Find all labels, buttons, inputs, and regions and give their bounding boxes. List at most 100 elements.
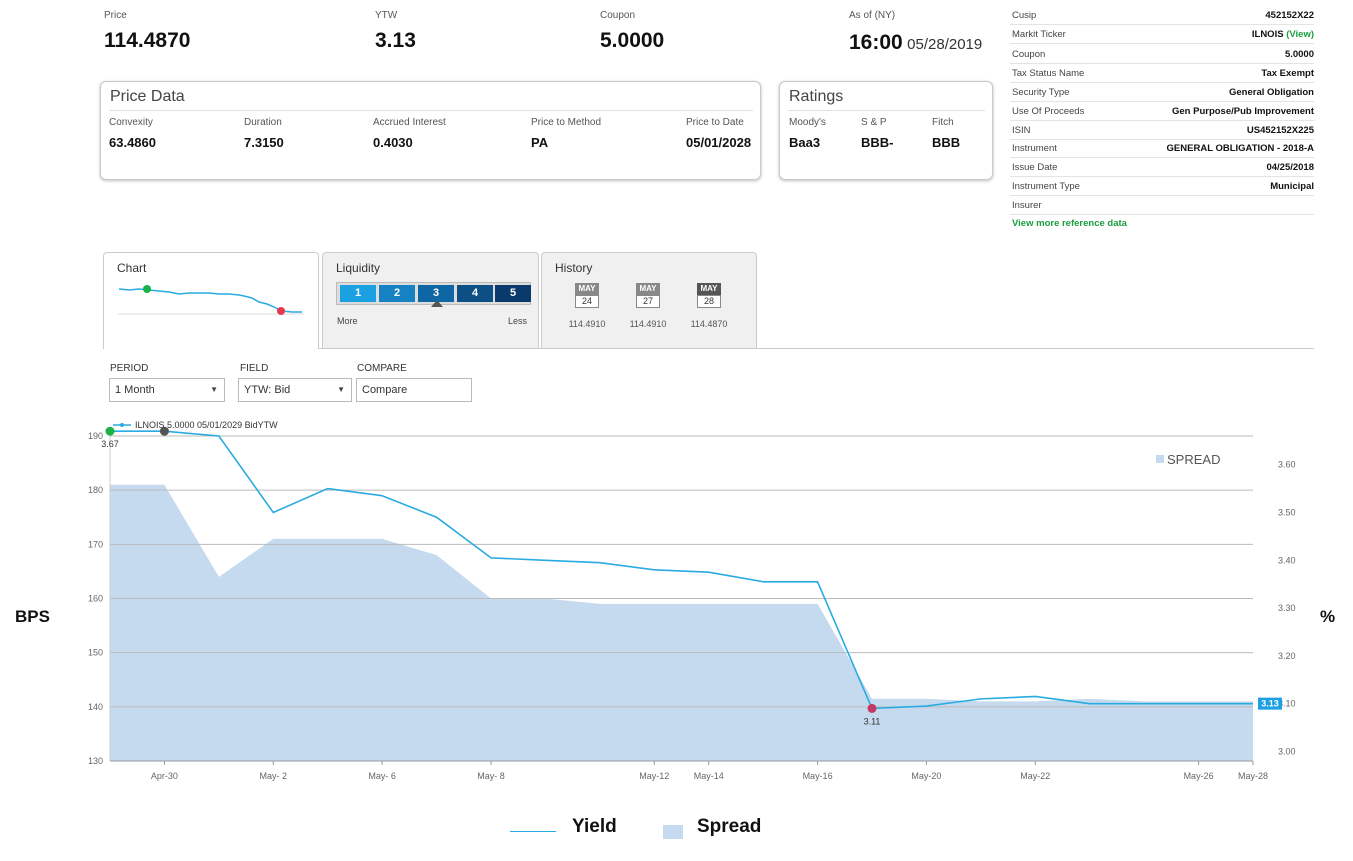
compare-placeholder: Compare — [362, 384, 408, 396]
fitch-value: BBB — [932, 135, 961, 150]
ref-key: Instrument Type — [1012, 181, 1080, 192]
right-tick-label: 3.20 — [1278, 651, 1296, 661]
period-select[interactable]: 1 Month ▼ — [109, 378, 225, 402]
ticker-view-link[interactable]: (View) — [1286, 29, 1314, 40]
liquidity-less-label: Less — [508, 316, 528, 326]
liquidity-level-1: 1 — [340, 285, 376, 302]
field-label: FIELD — [240, 363, 269, 374]
ref-key: Cusip — [1012, 10, 1037, 21]
price-to-date-value: 05/01/2028 — [686, 135, 752, 150]
asof-date: 05/28/2019 — [907, 36, 983, 53]
x-tick-label: May- 6 — [368, 771, 396, 781]
chevron-down-icon: ▼ — [337, 385, 345, 394]
ytw-value: 3.13 — [375, 29, 416, 52]
ref-row-use-of-proceeds: Use Of Proceeds Gen Purpose/Pub Improveme… — [1010, 102, 1314, 121]
x-tick-label: May-16 — [803, 771, 833, 781]
ticker-value: ILNOIS — [1251, 29, 1284, 40]
fitch-label: Fitch — [932, 117, 954, 128]
x-tick-label: May- 8 — [477, 771, 505, 781]
ref-key: Security Type — [1012, 87, 1070, 98]
ref-value: 452152X22 — [1265, 10, 1314, 21]
moodys-value: Baa3 — [789, 135, 821, 150]
ref-key: Instrument — [1012, 143, 1057, 154]
liquidity-indicator-icon — [431, 300, 443, 307]
marker-label: 3.11 — [864, 716, 881, 726]
left-tick-label: 190 — [88, 431, 103, 441]
right-tick-label: 3.00 — [1278, 746, 1296, 756]
sparkline-end-marker — [277, 307, 285, 315]
convexity-value: 63.4860 — [109, 135, 156, 150]
cal-month: MAY — [697, 283, 721, 295]
tab-divider — [319, 348, 1314, 349]
cal-month: MAY — [636, 283, 660, 295]
ratings-title: Ratings — [789, 88, 844, 105]
series-legend-dot — [120, 423, 124, 427]
asof-time: 16:00 — [849, 31, 903, 54]
asof-timestamp: 16:00 05/28/2019 — [849, 31, 982, 55]
ref-value-ticker: ILNOIS (View) — [1252, 29, 1314, 40]
tab-history[interactable]: History MAY 24 114.4910 MAY 27 114.4910 … — [541, 252, 757, 349]
coupon-label: Coupon — [600, 10, 636, 21]
left-tick-label: 140 — [88, 702, 103, 712]
ref-key: Use Of Proceeds — [1012, 106, 1085, 117]
yield-spread-chart: 190 180 170 160 150 140 130 3.60 3.50 3.40 3.30 3.2… — [88, 420, 1296, 781]
tab-chart[interactable]: Chart — [103, 252, 319, 349]
liquidity-more-label: More — [337, 316, 358, 326]
divider — [788, 110, 985, 111]
x-tick-label: May-14 — [694, 771, 724, 781]
field-value: YTW: Bid — [244, 384, 291, 396]
divider — [109, 110, 753, 111]
x-tick-label: May-26 — [1184, 771, 1214, 781]
moodys-label: Moody's — [789, 117, 826, 128]
left-tick-label: 170 — [88, 539, 103, 549]
ref-key: Insurer — [1012, 200, 1042, 211]
ref-row-isin: ISIN US452152X225 — [1010, 121, 1314, 140]
compare-label: COMPARE — [357, 363, 407, 374]
spread-area — [110, 484, 1253, 761]
duration-value: 7.3150 — [244, 135, 284, 150]
spread-area-legend-swatch — [1156, 455, 1164, 463]
yield-marker — [159, 426, 169, 436]
cal-day: 24 — [575, 295, 599, 308]
view-more-reference-link[interactable]: View more reference data — [1012, 218, 1127, 229]
ref-row-security-type: Security Type General Obligation — [1010, 83, 1314, 102]
x-tick-label: May-12 — [639, 771, 669, 781]
ref-key: ISIN — [1012, 125, 1031, 136]
ref-row-coupon: Coupon 5.0000 — [1010, 45, 1314, 64]
ref-value: Tax Exempt — [1261, 68, 1314, 79]
left-axis-title: BPS — [15, 607, 50, 626]
ref-key: Tax Status Name — [1012, 68, 1085, 79]
ref-row-instrument-type: Instrument Type Municipal — [1010, 177, 1314, 196]
tab-liquidity[interactable]: Liquidity 1 2 3 4 5 More Less — [322, 252, 539, 349]
right-tick-label: 3.50 — [1278, 507, 1296, 517]
right-tick-label: 3.30 — [1278, 603, 1296, 613]
ref-row-cusip: Cusip 452152X22 — [1010, 6, 1314, 25]
ref-row-issue-date: Issue Date 04/25/2018 — [1010, 158, 1314, 177]
left-tick-label: 180 — [88, 485, 103, 495]
ref-value: Municipal — [1270, 181, 1314, 192]
price-to-date-label: Price to Date — [686, 117, 744, 128]
tab-chart-title: Chart — [117, 261, 147, 275]
compare-input[interactable]: Compare — [356, 378, 472, 402]
price-data-title: Price Data — [110, 88, 185, 105]
spread-legend-swatch — [663, 825, 683, 839]
accrued-interest-value: 0.4030 — [373, 135, 413, 150]
yield-line — [110, 430, 1253, 710]
spread-legend-label: Spread — [697, 816, 762, 837]
last-value-label: 3.13 — [1261, 699, 1279, 709]
cal-day: 27 — [636, 295, 660, 308]
marker-label: 3.67 — [101, 439, 119, 449]
ref-value: 5.0000 — [1284, 49, 1314, 60]
right-tick-label: 3.60 — [1278, 460, 1296, 470]
calendar-icon: MAY 24 — [575, 283, 599, 308]
chevron-down-icon: ▼ — [210, 385, 218, 394]
liquidity-level-5: 5 — [495, 285, 531, 302]
ref-row-insurer: Insurer — [1010, 196, 1314, 215]
price-data-panel: Price Data Convexity 63.4860 Duration 7.… — [100, 81, 761, 180]
chart-sparkline — [118, 285, 304, 315]
left-tick-label: 160 — [88, 594, 103, 604]
ref-row-ticker: Markit Ticker ILNOIS (View) — [1010, 25, 1314, 44]
last-value-tag — [1258, 697, 1282, 710]
left-tick-label: 150 — [88, 648, 103, 658]
field-select[interactable]: YTW: Bid ▼ — [238, 378, 352, 402]
